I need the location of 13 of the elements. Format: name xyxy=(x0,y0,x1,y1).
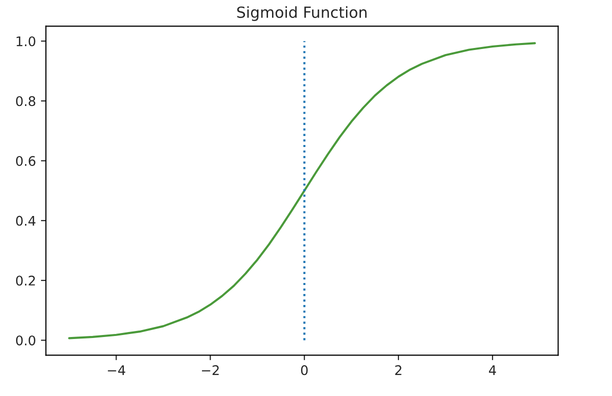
y-tick-label: 0.0 xyxy=(16,335,36,346)
x-tick-label: −2 xyxy=(202,365,219,375)
x-tick-label: 0 xyxy=(301,365,308,376)
x-tick-label: −4 xyxy=(108,365,126,375)
y-tick-label: 0.2 xyxy=(16,276,35,286)
y-tick-label: 0.6 xyxy=(16,156,36,166)
x-tick-label: 2 xyxy=(395,365,402,375)
x-tick-label: 4 xyxy=(488,365,496,375)
y-tick-label: 0.8 xyxy=(16,96,36,106)
y-tick-label: 0.4 xyxy=(16,216,36,226)
y-tick-label: 1.0 xyxy=(16,36,36,46)
chart-title: Sigmoid Function xyxy=(237,6,367,21)
line-series xyxy=(68,42,536,340)
